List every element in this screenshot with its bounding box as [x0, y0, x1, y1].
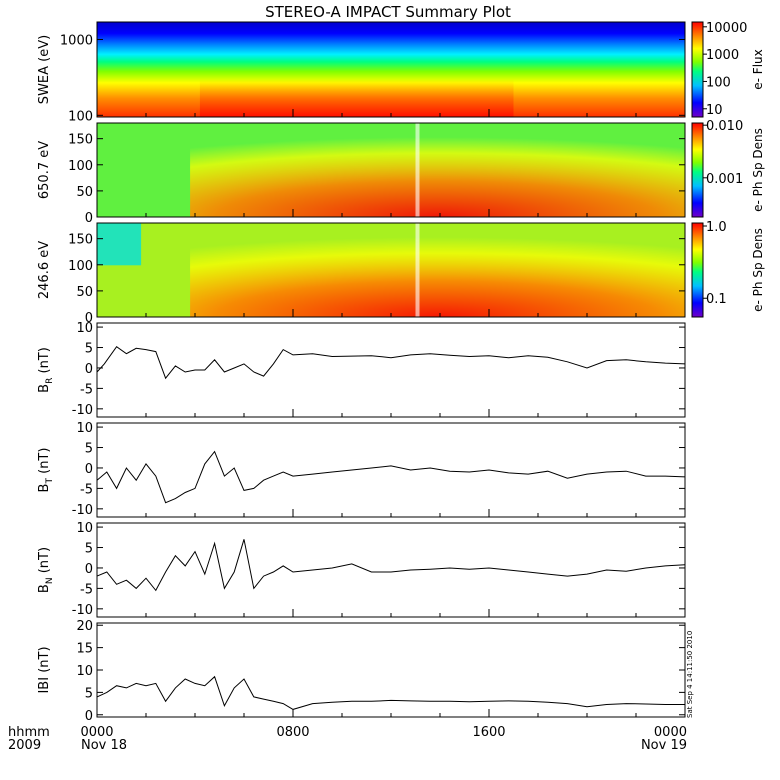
y-tick-label: -5 [80, 382, 93, 397]
pad-hot-region [190, 237, 685, 317]
panel-bn: 10 5 0 -5 -10 BN (nT) [37, 521, 686, 618]
y-tick-label: 10 [76, 321, 93, 336]
y-tick-label: -5 [80, 482, 93, 497]
y-tick-label: 0 [85, 709, 93, 724]
panel-frame [96, 522, 686, 618]
y-tick-label: 10 [76, 421, 93, 436]
y-tick-label: 10 [76, 664, 93, 679]
y-axis-label: IBI (nT) [37, 646, 52, 693]
time-axis-label: hhmm [8, 725, 50, 740]
y-tick-label: 0 [85, 462, 93, 477]
colorbar [691, 21, 704, 118]
y-axis-label: BR (nT) [37, 347, 55, 393]
colorbar-tick-label: 100 [706, 75, 731, 90]
y-axis-label: 650.7 eV [37, 141, 52, 199]
br-series-line [96, 346, 686, 380]
y-tick-label: 5 [85, 542, 93, 557]
y-tick-label: 20 [76, 619, 93, 634]
colorbar-tick-label: 1.0 [706, 220, 727, 235]
y-tick-label: 15 [76, 642, 93, 657]
y-axis-label: BT (nT) [37, 448, 55, 493]
y-axis-label: 246.6 eV [37, 241, 52, 299]
x-tick-label: 0800 [276, 725, 309, 740]
pad-gap [415, 223, 420, 317]
panel-frame [96, 322, 686, 418]
y-tick-label: 5 [85, 342, 93, 357]
panel-frame [96, 622, 686, 718]
colorbar [691, 122, 704, 218]
x-tick-label: 0000 [654, 725, 687, 740]
x-date-label: Nov 19 [641, 738, 687, 753]
panel-frame [96, 422, 686, 518]
panel-pad_650: 0.010 0.001 e- Ph Sp Dens 150 100 50 0 650.7 eV [37, 119, 765, 226]
y-tick-label: 100 [68, 259, 93, 274]
panel-pad_246: 1.0 0.1 e- Ph Sp Dens 150 100 50 0 246.6 eV [37, 220, 765, 326]
y-tick-label: -10 [72, 603, 93, 618]
x-tick-label: 0000 [80, 725, 113, 740]
colorbar-label: e- Ph Sp Dens [751, 128, 765, 212]
y-tick-label: 5 [85, 686, 93, 701]
colorbar [691, 222, 704, 318]
colorbar-label: e- Flux [751, 49, 765, 89]
colorbar-tick-label: 0.010 [706, 119, 743, 134]
swea-enhancement [199, 79, 514, 117]
colorbar-tick-label: 0.001 [706, 172, 743, 187]
colorbar-label: e- Ph Sp Dens [751, 228, 765, 312]
y-tick-label: 0 [85, 362, 93, 377]
time-axis-label: 2009 [8, 738, 41, 753]
y-tick-label: 50 [76, 185, 93, 200]
x-tick-label: 1600 [472, 725, 505, 740]
y-tick-label: 50 [76, 285, 93, 300]
y-axis-label: BN (nT) [37, 547, 55, 593]
y-tick-label: 1000 [60, 33, 93, 48]
panel-bmag: 20 15 10 5 0 IBI (nT) [37, 619, 686, 724]
timestamp-label: Sat Sep 4 14:11:50 2010 [686, 631, 694, 718]
y-tick-label: 5 [85, 442, 93, 457]
y-tick-label: 100 [68, 159, 93, 174]
panel-br: 10 5 0 -5 -10 BR (nT) [37, 321, 686, 418]
colorbar-tick-label: 0.1 [706, 292, 727, 307]
pad-cool-region [97, 223, 142, 266]
plot-title: STEREO-A IMPACT Summary Plot [265, 3, 511, 21]
x-date-label: Nov 18 [81, 738, 127, 753]
y-tick-label: 0 [85, 211, 93, 226]
bmag-series-line [96, 675, 685, 710]
y-axis-label: SWEA (eV) [37, 35, 52, 104]
y-tick-label: -5 [80, 582, 93, 597]
y-tick-label: 0 [85, 311, 93, 326]
y-tick-label: 10 [76, 521, 93, 536]
bt-series-line [96, 450, 686, 504]
panel-bt: 10 5 0 -5 -10 BT (nT) [37, 421, 686, 518]
colorbar-tick-label: 10000 [706, 21, 747, 36]
colorbar-tick-label: 1000 [706, 48, 739, 63]
y-tick-label: 150 [68, 233, 93, 248]
colorbar-tick-label: 10 [706, 103, 723, 118]
y-tick-label: 0 [85, 562, 93, 577]
bn-series-line [96, 539, 686, 592]
y-tick-label: -10 [72, 403, 93, 418]
pad-gap [415, 123, 420, 217]
y-tick-label: 100 [68, 109, 93, 124]
pad-hot-region [190, 137, 685, 217]
y-tick-label: 150 [68, 133, 93, 148]
panel-swea: 10000 1000 100 10 e- Flux 1000 100 SWEA (eV) [37, 21, 765, 124]
y-tick-label: -10 [72, 503, 93, 518]
